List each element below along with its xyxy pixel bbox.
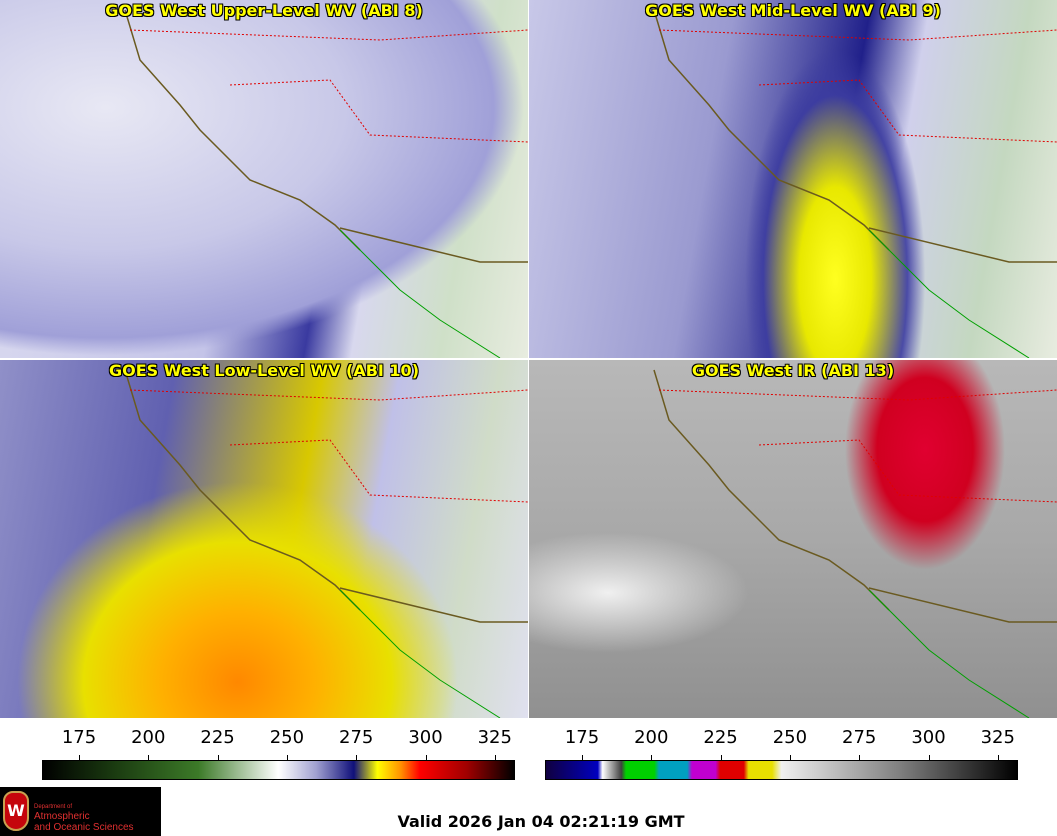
- colorbar-tick: [425, 755, 427, 761]
- panel-title: GOES West IR (ABI 13): [691, 361, 895, 380]
- colorbar-tick: [928, 755, 930, 761]
- panel-title: GOES West Low-Level WV (ABI 10): [108, 361, 419, 380]
- colorbar-tick-label: 325: [477, 727, 512, 748]
- uw-crest-icon: W: [3, 791, 29, 831]
- panel-title: GOES West Upper-Level WV (ABI 8): [105, 1, 423, 20]
- colorbar-tick-label: 300: [408, 727, 443, 748]
- colorbar-tick-label: 225: [200, 727, 235, 748]
- colorbar-tick: [148, 755, 150, 761]
- colorbar-tick-label: 275: [339, 727, 374, 748]
- colorbar-tick: [789, 755, 791, 761]
- logo-line3: and Oceanic Sciences: [34, 822, 134, 833]
- mid-level-wv-panel: GOES West Mid-Level WV (ABI 9): [529, 0, 1057, 358]
- colorbar-tick: [286, 755, 288, 761]
- colorbar-tick-label: 200: [131, 727, 166, 748]
- map-overlay: [124, 9, 528, 358]
- upper-level-wv-panel: GOES West Upper-Level WV (ABI 8): [0, 0, 528, 358]
- colorbar-tick: [79, 755, 80, 761]
- map-overlay: [124, 369, 528, 718]
- colorbar-tick-label: 275: [842, 727, 877, 748]
- colorbar-tick-label: 250: [269, 727, 305, 748]
- colorbar-tick: [582, 755, 583, 761]
- logo-line2: Atmospheric: [34, 811, 90, 822]
- colorbar-tick-label: 325: [980, 727, 1015, 748]
- infrared-colorbar: 175 200 225 250 275 300 325: [545, 727, 1018, 780]
- colorbar-tick-label: 225: [703, 727, 738, 748]
- panel-title: GOES West Mid-Level WV (ABI 9): [645, 1, 941, 20]
- colorbar-tick: [720, 755, 722, 761]
- colorbar-tick: [494, 755, 496, 761]
- colorbar-tick: [356, 755, 358, 761]
- colorbar-tick-label: 175: [564, 727, 600, 748]
- map-overlay: [653, 9, 1057, 358]
- map-overlay: [653, 369, 1057, 718]
- colorbar-tick: [651, 755, 653, 761]
- colorbar-tick: [997, 755, 999, 761]
- valid-time: Valid 2026 Jan 04 02:21:19 GMT: [397, 812, 685, 831]
- colorbar-tick: [859, 755, 861, 761]
- colorbar-tick-label: 200: [634, 727, 669, 748]
- colorbar-tick-label: 300: [911, 727, 946, 748]
- low-level-wv-panel: GOES West Low-Level WV (ABI 10): [0, 360, 528, 718]
- colorbar-tick-label: 250: [772, 727, 808, 748]
- colorbar-tick-label: 175: [61, 727, 97, 748]
- water-vapor-colorbar: 175 200 225 250 275 300 325: [42, 727, 515, 780]
- infrared-panel: GOES West IR (ABI 13): [529, 360, 1057, 718]
- colorbar-tick: [217, 755, 219, 761]
- logo-line1: Department of: [34, 804, 73, 810]
- aos-logo: W Department of Atmospheric and Oceanic …: [0, 787, 161, 836]
